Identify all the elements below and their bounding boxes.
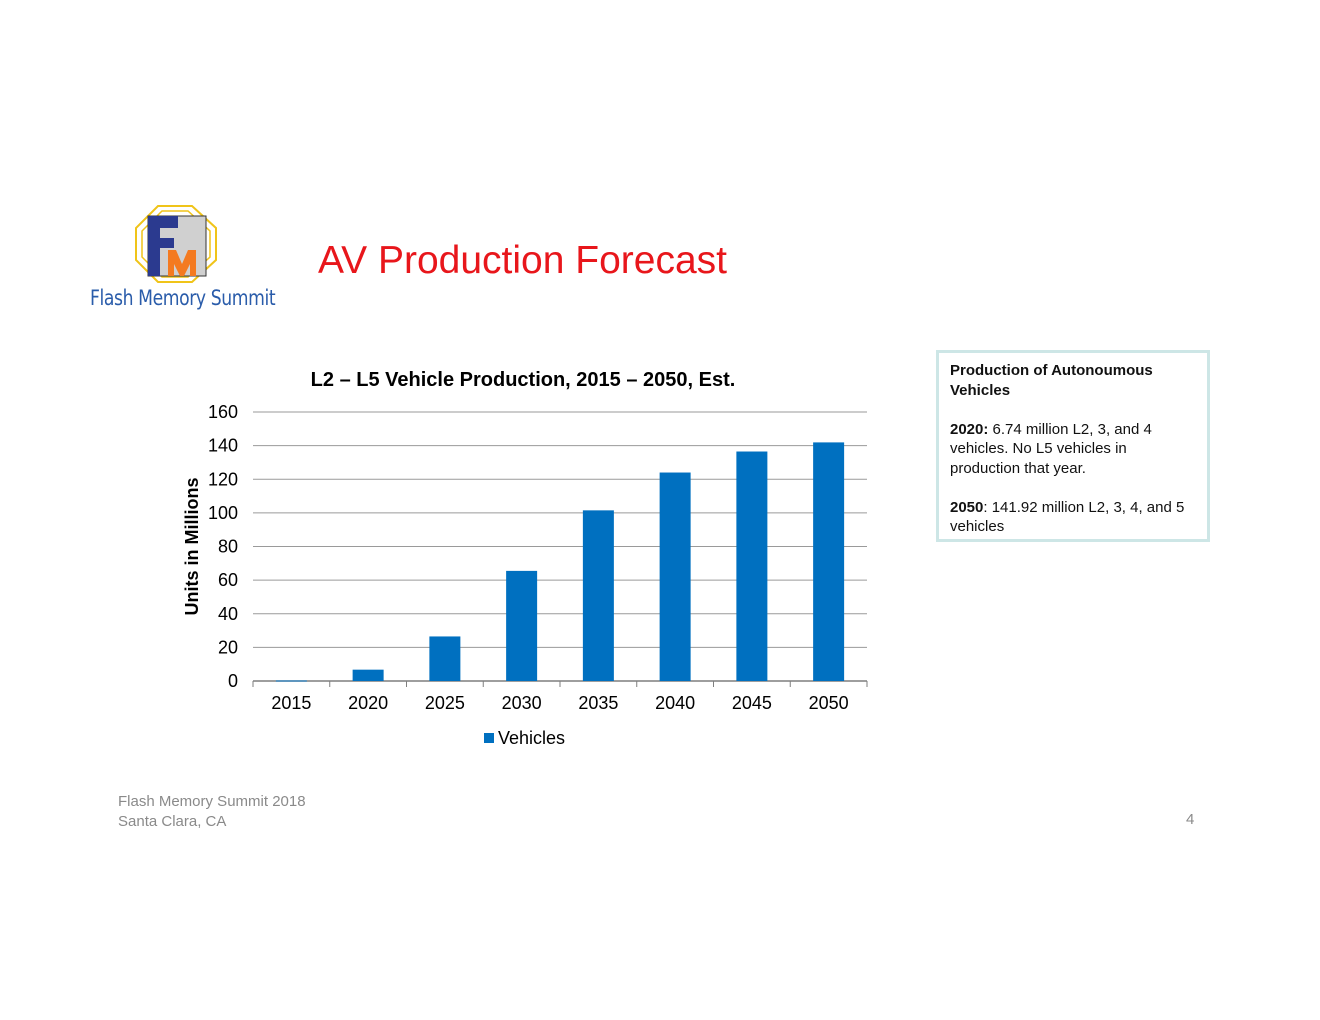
footer-location: Santa Clara, CA [118, 812, 227, 830]
bar-2025 [429, 636, 461, 681]
flash-memory-summit-logo: Flash Memory Summit [88, 204, 276, 318]
info-paragraph-2020: 2020: 6.74 million L2, 3, and 4 vehicles… [950, 420, 1197, 479]
y-tick-label: 20 [218, 637, 238, 657]
bar-2050 [813, 442, 845, 681]
bar-2015 [275, 680, 307, 682]
bar-chart: L2 – L5 Vehicle Production, 2015 – 2050,… [170, 358, 890, 758]
x-tick-label: 2040 [655, 693, 695, 713]
bar-2035 [582, 510, 614, 681]
info-text-2020: 6.74 million L2, 3, and 4 vehicles. No L… [950, 420, 1152, 477]
fms-emblem-icon [135, 205, 217, 283]
bar-2045 [736, 451, 768, 681]
info-heading: Production of Autonoumous Vehicles [950, 362, 1153, 399]
info-text-2050: : 141.92 million L2, 3, 4, and 5 vehicle… [950, 498, 1185, 536]
bar-2040 [659, 472, 691, 681]
x-tick-label: 2045 [732, 693, 772, 713]
x-tick-label: 2030 [502, 693, 542, 713]
info-year-2050: 2050 [950, 498, 984, 516]
chart-title: L2 – L5 Vehicle Production, 2015 – 2050,… [311, 369, 736, 391]
y-axis-label: Units in Millions [182, 478, 202, 616]
y-tick-label: 100 [208, 503, 238, 523]
y-tick-label: 120 [208, 469, 238, 489]
x-tick-label: 2035 [578, 693, 618, 713]
y-tick-label: 60 [218, 570, 238, 590]
x-tick-label: 2015 [271, 693, 311, 713]
logo-text: Flash Memory Summit [90, 286, 276, 310]
y-tick-label: 140 [208, 436, 238, 456]
info-year-2020: 2020: [950, 420, 989, 438]
legend-swatch [484, 733, 494, 743]
chart-svg: L2 – L5 Vehicle Production, 2015 – 2050,… [182, 369, 868, 748]
footer: Flash Memory Summit 2018 Santa Clara, CA [118, 792, 306, 831]
y-tick-label: 160 [208, 402, 238, 422]
y-tick-label: 80 [218, 537, 238, 557]
footer-event: Flash Memory Summit 2018 [118, 793, 306, 810]
bar-2020 [352, 669, 384, 681]
y-tick-label: 40 [218, 604, 238, 624]
info-paragraph-2050: 2050: 141.92 million L2, 3, 4, and 5 veh… [950, 498, 1197, 537]
slide-title: AV Production Forecast [318, 239, 727, 282]
info-box: Production of Autonoumous Vehicles 2020:… [936, 350, 1210, 542]
page-number: 4 [1186, 811, 1195, 828]
bar-2030 [506, 570, 538, 681]
x-tick-label: 2025 [425, 693, 465, 713]
x-tick-label: 2050 [809, 693, 849, 713]
y-tick-label: 0 [228, 671, 238, 691]
x-tick-label: 2020 [348, 693, 388, 713]
legend-label: Vehicles [498, 728, 565, 748]
